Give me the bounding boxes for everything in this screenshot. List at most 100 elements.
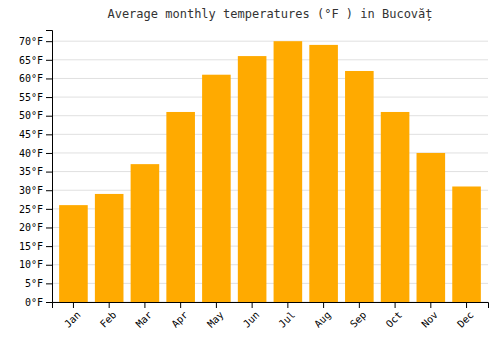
plot: 0°F 5°F 10°F 15°F 20°F 25°F 30°F 35°F 40°F 45°F 50… xyxy=(19,31,489,330)
y-tick: 5°F xyxy=(25,278,52,289)
x-tick-label: Apr xyxy=(169,309,190,330)
bar xyxy=(59,205,88,302)
y-tick-label: 35°F xyxy=(19,166,43,177)
y-tick: 35°F xyxy=(19,166,52,177)
x-tick-mark xyxy=(323,302,324,308)
y-tick: 70°F xyxy=(19,36,52,47)
y-tick-mark xyxy=(46,227,52,228)
bar xyxy=(202,75,231,302)
x-tick-label: Jan xyxy=(62,309,83,330)
y-tick-mark xyxy=(46,60,52,61)
y-tick-mark xyxy=(46,41,52,42)
x-tick-mark xyxy=(359,302,360,308)
x-tick: May xyxy=(205,302,226,330)
x-tick-mark xyxy=(430,302,431,308)
x-axis-line xyxy=(53,303,489,309)
y-tick-label: 0°F xyxy=(25,297,43,308)
x-tick-label: May xyxy=(205,309,226,330)
bar xyxy=(417,153,446,302)
y-tick-mark xyxy=(46,153,52,154)
y-tick-mark xyxy=(46,134,52,135)
x-tick-mark xyxy=(73,302,74,308)
y-tick: 15°F xyxy=(19,241,52,252)
y-tick-label: 60°F xyxy=(19,73,43,84)
y-tick-mark xyxy=(46,209,52,210)
x-tick-label: Oct xyxy=(384,309,405,330)
x-tick: Mar xyxy=(134,302,155,330)
x-tick-mark xyxy=(216,302,217,308)
y-tick-mark xyxy=(46,172,52,173)
x-tick: Jan xyxy=(62,302,83,330)
x-tick-label: Dec xyxy=(455,309,476,330)
y-tick-mark xyxy=(46,116,52,117)
bar xyxy=(309,45,338,302)
title: Average monthly temperatures (°F ) in Bu… xyxy=(107,7,432,22)
x-tick-mark xyxy=(109,302,110,308)
x-axis: Jan Feb Mar Apr May Jun Jul Aug Sep Oct Nov Dec xyxy=(53,302,489,330)
y-tick: 50°F xyxy=(19,110,52,121)
x-tick-label: Mar xyxy=(134,309,155,330)
bar xyxy=(274,41,303,302)
grid-line xyxy=(52,97,488,98)
bar xyxy=(131,164,160,302)
x-tick-mark xyxy=(180,302,181,308)
bar xyxy=(345,71,374,302)
bar xyxy=(238,56,267,302)
y-tick: 20°F xyxy=(19,222,52,233)
y-tick-label: 25°F xyxy=(19,204,43,215)
y-tick: 65°F xyxy=(19,55,52,66)
y-tick: 45°F xyxy=(19,129,52,140)
x-tick-label: Aug xyxy=(312,309,333,330)
y-axis-line xyxy=(46,31,53,303)
x-tick-mark xyxy=(466,302,467,308)
y-tick: 60°F xyxy=(19,73,52,84)
chart: Average monthly temperatures (°F ) in Bu… xyxy=(0,0,500,350)
y-tick: 10°F xyxy=(19,259,52,270)
x-tick: Oct xyxy=(384,302,405,330)
x-tick: Apr xyxy=(169,302,190,330)
x-tick: Jul xyxy=(277,302,298,330)
x-tick-label: Sep xyxy=(348,309,369,330)
x-tick: Sep xyxy=(348,302,369,330)
grid-line xyxy=(52,59,488,60)
y-tick-label: 45°F xyxy=(19,129,43,140)
x-tick: Nov xyxy=(419,302,440,330)
x-tick: Aug xyxy=(312,302,333,330)
y-tick-label: 20°F xyxy=(19,222,43,233)
grid-line xyxy=(52,41,488,42)
y-tick-label: 70°F xyxy=(19,36,43,47)
grid-line xyxy=(52,115,488,116)
x-tick-label: Nov xyxy=(419,309,440,330)
y-tick-mark xyxy=(46,78,52,79)
x-tick-mark xyxy=(144,302,145,308)
y-tick-label: 40°F xyxy=(19,148,43,159)
y-tick-mark xyxy=(46,302,52,303)
x-tick: Dec xyxy=(455,302,476,330)
y-tick-label: 65°F xyxy=(19,55,43,66)
x-tick-mark xyxy=(395,302,396,308)
y-tick-label: 50°F xyxy=(19,110,43,121)
y-tick-label: 5°F xyxy=(25,278,43,289)
bars xyxy=(59,41,481,302)
bar xyxy=(452,186,481,302)
y-tick: 30°F xyxy=(19,185,52,196)
y-tick-label: 55°F xyxy=(19,92,43,103)
x-tick: Jun xyxy=(241,302,262,330)
x-tick-mark xyxy=(287,302,288,308)
y-tick-mark xyxy=(46,246,52,247)
bar xyxy=(381,112,410,302)
y-tick-label: 15°F xyxy=(19,241,43,252)
y-tick: 40°F xyxy=(19,148,52,159)
x-tick: Feb xyxy=(98,302,119,330)
grid xyxy=(52,41,488,302)
y-tick: 25°F xyxy=(19,204,52,215)
y-tick: 0°F xyxy=(25,297,52,308)
y-tick: 55°F xyxy=(19,92,52,103)
y-tick-mark xyxy=(46,190,52,191)
bar xyxy=(95,194,124,302)
y-axis: 0°F 5°F 10°F 15°F 20°F 25°F 30°F 35°F 40°F 45°F 50… xyxy=(19,31,53,308)
grid-line xyxy=(52,134,488,135)
x-tick-label: Jun xyxy=(241,309,262,330)
y-tick-label: 10°F xyxy=(19,259,43,270)
x-tick-mark xyxy=(252,302,253,308)
